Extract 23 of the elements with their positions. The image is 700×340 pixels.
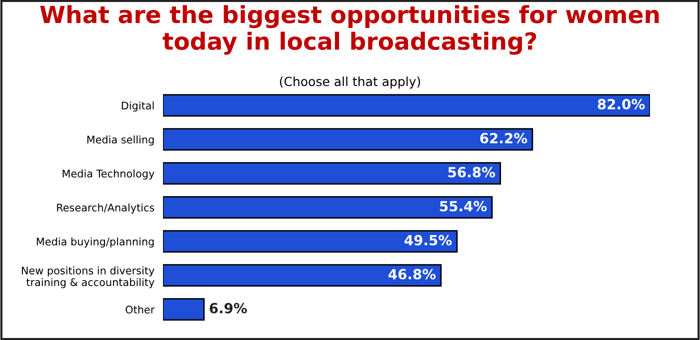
bar — [163, 196, 493, 219]
data-label: 6.9% — [210, 302, 247, 314]
data-label: 56.8% — [448, 166, 496, 178]
y-tick-label: Media Technology — [62, 169, 154, 180]
data-label: 62.2% — [480, 132, 528, 144]
data-label: 82.0% — [598, 98, 645, 110]
bar — [163, 298, 205, 321]
data-label: 55.4% — [440, 200, 487, 212]
y-tick-label: Research/Analytics — [57, 203, 154, 214]
bar — [163, 230, 458, 253]
bar — [163, 94, 650, 117]
y-tick-label: Other — [126, 305, 155, 314]
chart-title: What are the biggest opportunities for women today in local broadcasting? — [40, 5, 659, 55]
bar — [163, 128, 534, 151]
data-label: 49.5% — [404, 234, 452, 246]
y-tick-label: New positions in diversity training & accountability — [22, 266, 154, 288]
data-label: 46.8% — [388, 268, 436, 280]
y-tick-label: Digital — [122, 101, 154, 112]
bar — [163, 264, 442, 287]
bar — [163, 162, 502, 185]
y-tick-label: Media buying/planning — [36, 237, 154, 248]
y-tick-label: Media selling — [87, 135, 154, 146]
chart-subtitle: (Choose all that apply) — [280, 76, 420, 89]
